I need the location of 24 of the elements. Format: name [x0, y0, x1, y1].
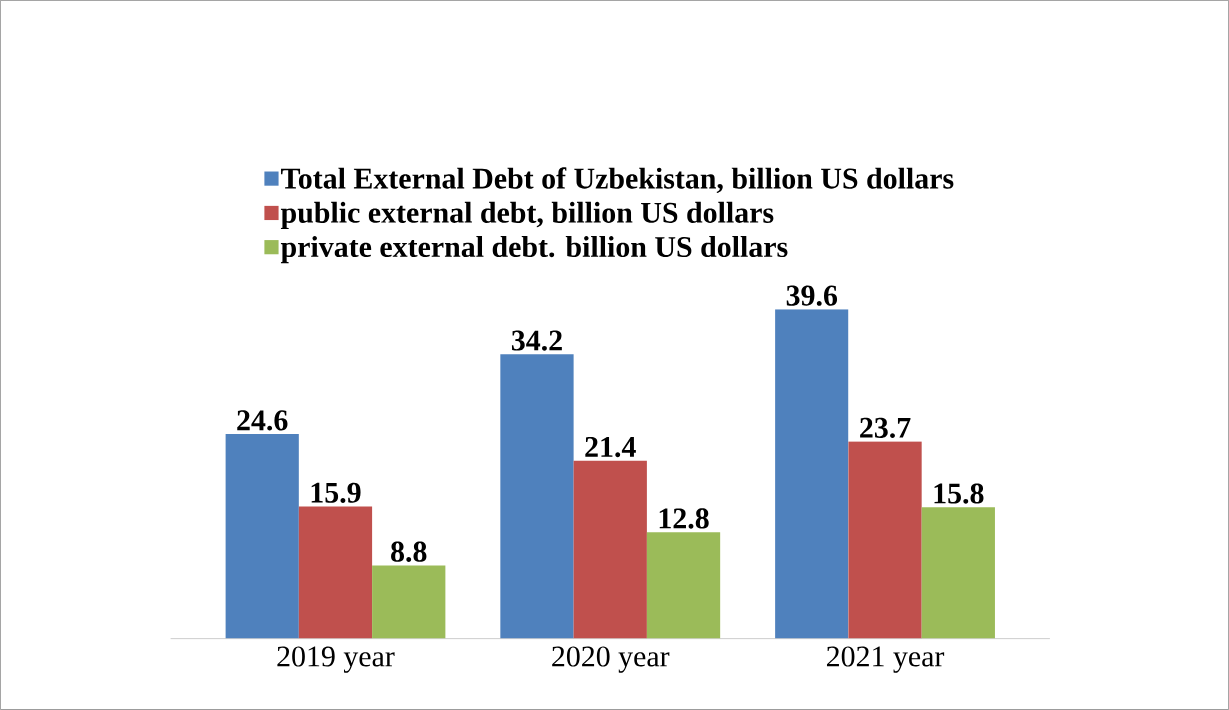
- bar: [225, 434, 299, 639]
- data-label: 39.6: [786, 285, 838, 306]
- data-label: 24.6: [237, 410, 288, 431]
- x-tick-label: 2020 year: [552, 646, 670, 673]
- data-label: 23.7: [860, 417, 911, 439]
- legend-label: Total External Debt of Uzbekistan, billion US dollars: [281, 167, 954, 194]
- data-label: 15.8: [934, 483, 984, 504]
- data-label: 15.9: [311, 482, 361, 503]
- bar: [372, 565, 446, 639]
- bar: [775, 309, 849, 639]
- data-label: 12.8: [659, 508, 709, 529]
- bar: [573, 460, 647, 639]
- bar: [500, 354, 574, 639]
- bar: [921, 507, 995, 639]
- bar: [646, 532, 721, 639]
- x-tick-label: 2021 year: [826, 646, 945, 673]
- data-label: 21.4: [585, 436, 636, 458]
- data-label: 8.8: [391, 541, 427, 562]
- x-tick-label: 2019 year: [277, 646, 395, 673]
- bar: [298, 506, 373, 639]
- data-label: 34.2: [511, 330, 562, 351]
- legend-label: public external debt, billion US dollars: [280, 201, 774, 229]
- bar: [848, 441, 922, 639]
- legend-label: private external debt. billion US dollars: [280, 236, 788, 264]
